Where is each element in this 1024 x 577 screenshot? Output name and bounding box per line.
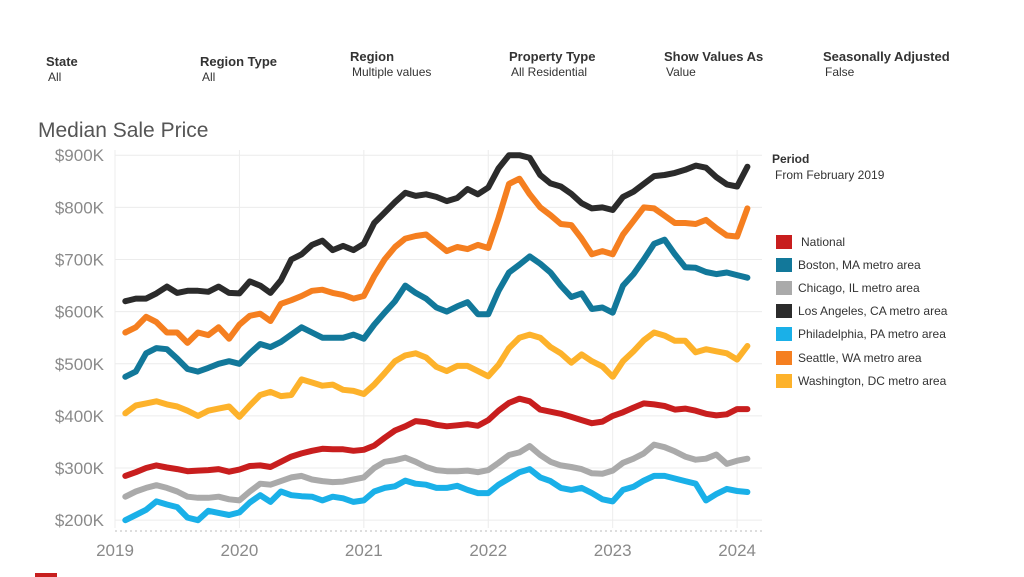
filter-state[interactable]: State All (46, 54, 78, 84)
legend-label: Seattle, WA metro area (798, 350, 922, 365)
x-tick-label: 2024 (718, 541, 756, 560)
filter-region-type-value[interactable]: All (202, 70, 216, 84)
x-tick-label: 2023 (594, 541, 632, 560)
filter-bar: State All Region Type All Region Multipl… (0, 0, 1024, 100)
legend-title: Period (772, 152, 810, 166)
footer-color-mark (35, 573, 57, 577)
legend-subtitle: From February 2019 (775, 168, 885, 182)
filter-region-label: Region (350, 49, 395, 64)
x-tick-label: 2020 (221, 541, 259, 560)
x-tick-label: 2021 (345, 541, 383, 560)
filter-property-type-value[interactable]: All Residential (511, 65, 588, 79)
legend-label: Washington, DC metro area (798, 373, 947, 388)
legend-item[interactable]: Boston, MA metro area (776, 253, 947, 276)
y-tick-label: $400K (55, 407, 105, 426)
y-tick-label: $800K (55, 198, 105, 217)
legend-item[interactable]: Philadelphia, PA metro area (776, 323, 947, 346)
filter-seasonally-adjusted[interactable]: Seasonally Adjusted False (823, 49, 950, 79)
y-tick-label: $700K (55, 250, 105, 269)
line-chart: $200K $300K $400K $500K $600K $700K $800K $900K… (55, 146, 762, 560)
series-line-boston-ma-metro-area[interactable] (122, 236, 751, 380)
legend-swatch (776, 327, 792, 342)
filter-show-values-as-value[interactable]: Value (666, 65, 696, 79)
series-line-washington-dc-metro-area[interactable] (122, 329, 751, 420)
y-tick-label: $500K (55, 355, 105, 374)
legend-label: National (801, 234, 846, 249)
legend-label: Chicago, IL metro area (798, 280, 920, 295)
legend-swatch (776, 304, 792, 319)
x-tick-label: 2022 (469, 541, 507, 560)
legend-label: Philadelphia, PA metro area (798, 327, 946, 342)
series-line-national[interactable] (122, 395, 751, 479)
filter-state-value[interactable]: All (48, 70, 62, 84)
legend-swatch (776, 234, 792, 249)
legend-item[interactable]: Seattle, WA metro area (776, 346, 947, 369)
filter-region-value[interactable]: Multiple values (352, 65, 432, 79)
legend-swatch (776, 280, 792, 295)
filter-seasonally-adjusted-value[interactable]: False (825, 65, 855, 79)
legend-label: Los Angeles, CA metro area (798, 304, 948, 319)
filter-show-values-as-label: Show Values As (664, 49, 764, 64)
legend-swatch (776, 257, 792, 272)
chart-title: Median Sale Price (38, 119, 209, 142)
filter-property-type-label: Property Type (509, 49, 596, 64)
y-tick-label: $900K (55, 146, 105, 165)
legend: Period From February 2019 National Boston… (772, 152, 1012, 388)
series-line-los-angeles-ca-metro-area[interactable] (122, 152, 751, 305)
legend-swatch (776, 350, 792, 365)
filter-seasonally-adjusted-label: Seasonally Adjusted (823, 49, 950, 64)
series-line-chicago-il-metro-area[interactable] (122, 441, 751, 504)
y-tick-label: $600K (55, 303, 105, 322)
series-line-seattle-wa-metro-area[interactable] (122, 175, 751, 346)
filter-region-type-label: Region Type (200, 54, 278, 69)
legend-item[interactable]: Chicago, IL metro area (776, 276, 947, 299)
filter-show-values-as[interactable]: Show Values As Value (664, 49, 763, 79)
legend-item[interactable]: Washington, DC metro area (776, 369, 947, 392)
filter-region[interactable]: Region Multiple values (350, 49, 431, 79)
legend-swatch (776, 373, 792, 388)
legend-item[interactable]: Los Angeles, CA metro area (776, 300, 947, 323)
y-tick-label: $200K (55, 511, 105, 530)
legend-label: Boston, MA metro area (798, 257, 921, 272)
filter-property-type[interactable]: Property Type All Residential (509, 49, 595, 79)
filter-region-type[interactable]: Region Type All (200, 54, 277, 84)
series-line-philadelphia-pa-metro-area[interactable] (122, 466, 751, 524)
x-tick-label: 2019 (96, 541, 134, 560)
y-tick-label: $300K (55, 459, 105, 478)
legend-items: National Boston, MA metro area Chicago, IL… (776, 230, 947, 392)
filter-state-label: State (46, 54, 78, 69)
legend-item[interactable]: National (776, 230, 947, 253)
